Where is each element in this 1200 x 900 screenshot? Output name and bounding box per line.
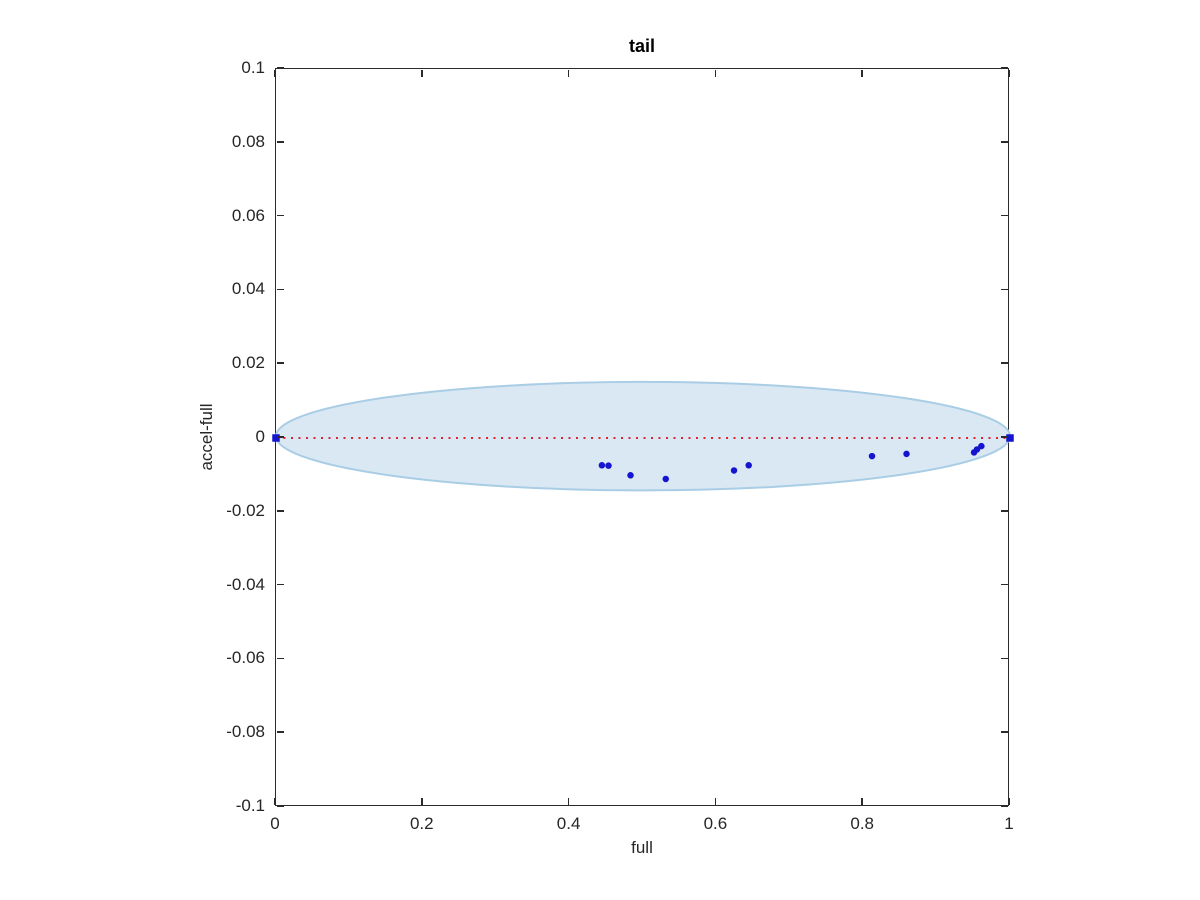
samples-marker (662, 475, 670, 483)
x-tick (861, 797, 863, 805)
y-tick (276, 657, 284, 660)
y-tick-label: -0.06 (226, 648, 265, 668)
y-tick-right (1000, 805, 1008, 807)
y-tick-label: -0.08 (226, 722, 265, 742)
y-tick (276, 141, 284, 143)
y-tick-right (1000, 288, 1008, 291)
y-tick-right (1000, 731, 1008, 733)
samples-marker (627, 472, 634, 479)
y-tick-right (1000, 657, 1008, 660)
x-tick-label: 1 (1004, 814, 1014, 833)
samples-marker (598, 462, 606, 469)
x-tick-label: 0.2 (409, 814, 434, 833)
confidence-ellipse (275, 380, 1011, 492)
y-tick (276, 583, 284, 586)
samples-marker (973, 446, 981, 453)
chart-canvas (272, 380, 1014, 492)
x-tick-top (1008, 69, 1010, 77)
x-tick-label: 0 (270, 814, 280, 833)
y-tick (276, 805, 284, 807)
y-tick-label: -0.02 (226, 500, 265, 520)
samples-marker (903, 450, 910, 458)
x-tick-top (567, 69, 570, 77)
plot-area (272, 68, 1014, 806)
y-tick (276, 288, 284, 291)
y-tick-label: -0.04 (226, 574, 265, 594)
endpoints-marker (1006, 434, 1014, 442)
x-tick (274, 797, 276, 805)
samples-marker (745, 462, 752, 469)
samples-marker (730, 467, 738, 474)
x-axis-label: full (631, 838, 653, 857)
y-tick (276, 214, 284, 217)
x-tick-top (274, 69, 276, 77)
y-tick-right (1000, 67, 1008, 69)
y-tick-label: 0.02 (231, 353, 265, 373)
y-tick-label: 0 (255, 427, 265, 446)
y-tick-right (1000, 362, 1008, 364)
y-tick-right (1000, 214, 1008, 217)
y-tick-label: 0.08 (231, 131, 265, 151)
endpoints-marker (272, 434, 280, 442)
x-tick (567, 797, 570, 805)
y-tick-right (1000, 510, 1008, 512)
y-tick-label: -0.1 (235, 796, 265, 815)
x-tick-top (421, 69, 423, 77)
y-tick-right (1000, 436, 1008, 438)
y-tick (276, 436, 284, 438)
y-tick (276, 510, 284, 512)
y-axis-label: accel-full (197, 403, 216, 471)
y-tick (276, 362, 284, 364)
y-tick-label: 0.06 (231, 205, 265, 225)
y-tick-right (1000, 583, 1008, 586)
y-tick-label: 0.04 (231, 279, 265, 299)
samples-marker (978, 442, 985, 450)
x-tick-label: 0.4 (556, 814, 581, 833)
x-tick (421, 797, 423, 805)
x-tick (1008, 797, 1010, 805)
x-tick-top (714, 69, 717, 77)
y-tick (276, 731, 284, 733)
y-tick-label: 0.1 (241, 58, 265, 77)
x-tick-label: 0.8 (850, 814, 875, 833)
y-tick (276, 67, 284, 69)
x-tick-top (861, 69, 863, 77)
chart-title: tail (628, 36, 655, 56)
samples-marker (868, 452, 876, 460)
y-tick-right (1000, 141, 1008, 143)
x-tick-label: 0.6 (703, 814, 728, 833)
x-tick (714, 797, 717, 805)
samples-marker (605, 462, 612, 469)
